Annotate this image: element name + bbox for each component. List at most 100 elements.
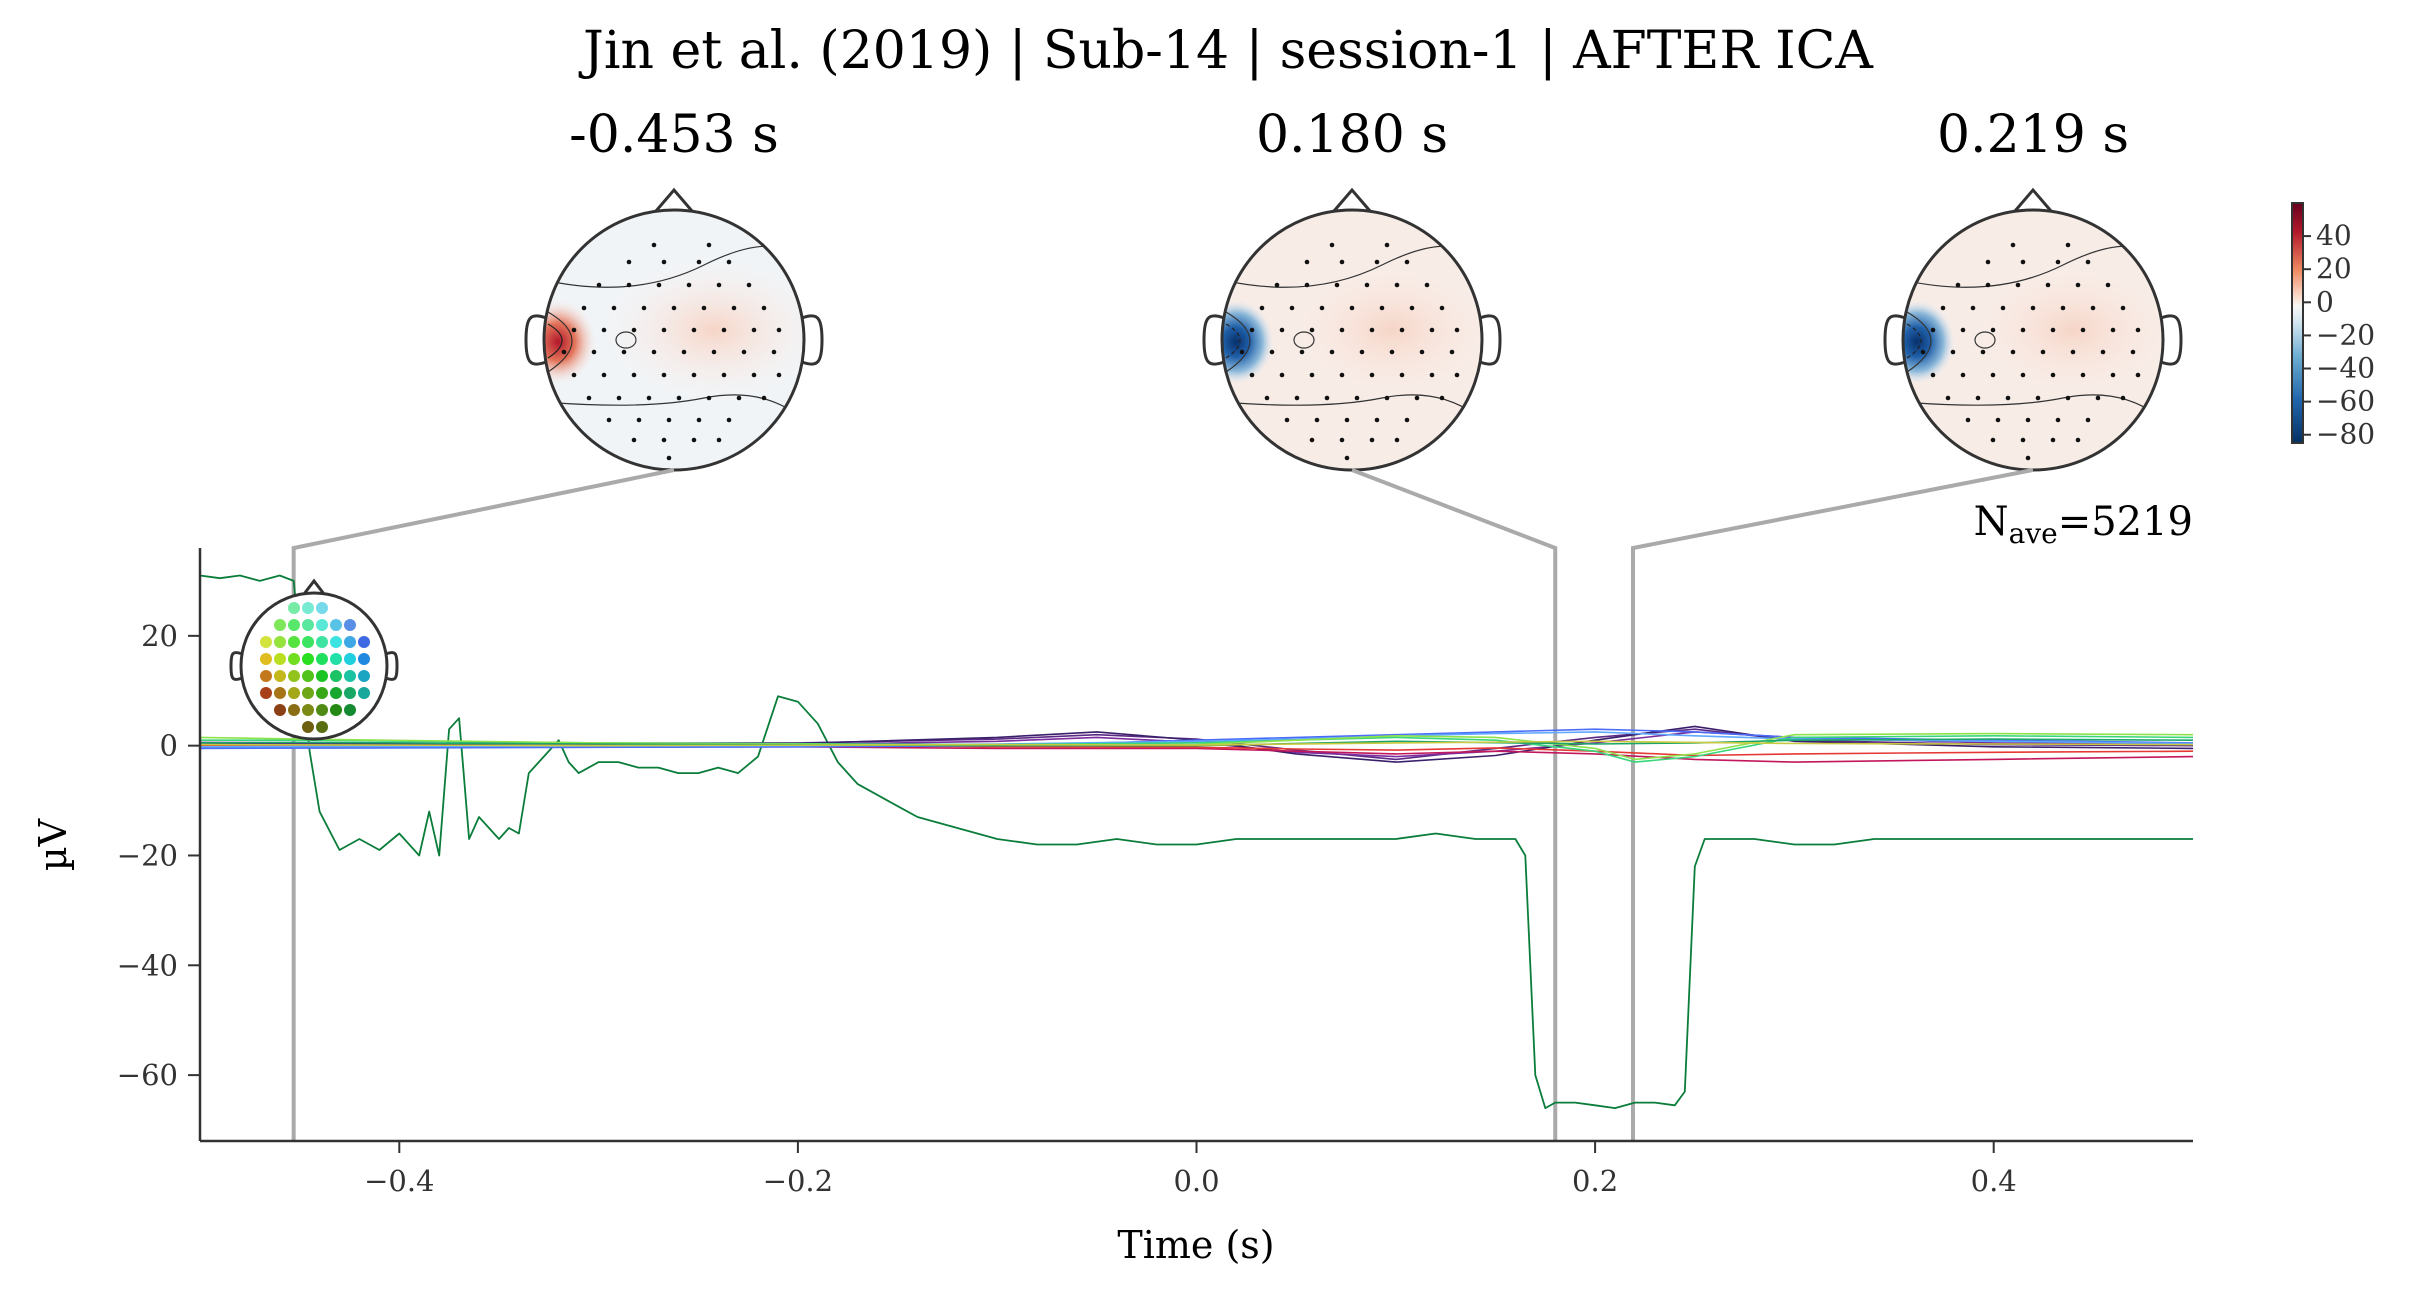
electrode-dot bbox=[2030, 305, 2036, 311]
x-tick-label: −0.2 bbox=[763, 1164, 833, 1198]
electrode-dot bbox=[1975, 395, 1981, 401]
legend-sensor-dot bbox=[260, 687, 272, 699]
electrode-dot bbox=[731, 305, 737, 311]
electrode-dot bbox=[571, 372, 577, 378]
series-line bbox=[199, 740, 2194, 747]
electrode-dot bbox=[2000, 305, 2006, 311]
electrode-dot bbox=[2005, 395, 2011, 401]
electrode-dot bbox=[581, 305, 587, 311]
electrode-dot bbox=[1955, 282, 1961, 288]
legend-sensor-dot bbox=[316, 619, 328, 631]
legend-sensor-dot bbox=[330, 670, 342, 682]
legend-sensor-dot bbox=[274, 687, 286, 699]
electrode-dot bbox=[2020, 437, 2026, 443]
electrode-dot bbox=[1419, 349, 1425, 355]
electrode-dot bbox=[606, 417, 612, 423]
electrode-dot bbox=[1374, 417, 1380, 423]
electrode-dot bbox=[761, 305, 767, 311]
electrode-dot bbox=[1404, 259, 1410, 265]
electrode-dot bbox=[721, 372, 727, 378]
electrode-dot bbox=[656, 282, 662, 288]
electrode-dot bbox=[716, 437, 722, 443]
legend-sensor-dot bbox=[302, 670, 314, 682]
electrode-dot bbox=[716, 282, 722, 288]
electrode-dot bbox=[736, 395, 742, 401]
left-ear bbox=[1883, 314, 1906, 366]
electrode-dot bbox=[1339, 259, 1345, 265]
electrode-dot bbox=[1269, 349, 1275, 355]
electrode-dot bbox=[2120, 305, 2126, 311]
series-line bbox=[199, 738, 2194, 747]
colorbar-tick-label: 20 bbox=[2316, 252, 2352, 285]
topomap: 0.180 s bbox=[1202, 105, 1502, 472]
legend-sensor-dot bbox=[344, 670, 356, 682]
electrode-dot bbox=[626, 259, 632, 265]
electrode-dot bbox=[1294, 395, 1300, 401]
left-ear bbox=[1202, 314, 1225, 366]
electrode-dot bbox=[746, 282, 752, 288]
electrode-dot bbox=[1304, 282, 1310, 288]
legend-sensor-dot bbox=[288, 636, 300, 648]
x-ticks: −0.4 −0.2 0.0 0.2 0.4 bbox=[364, 1141, 2017, 1198]
electrode-dot bbox=[701, 305, 707, 311]
electrode-dot bbox=[2110, 327, 2116, 333]
electrode-dot bbox=[1454, 372, 1460, 378]
electrode-dot bbox=[1990, 437, 1996, 443]
electrode-dot bbox=[1920, 349, 1926, 355]
electrode-dot bbox=[726, 259, 732, 265]
legend-sensor-dot bbox=[358, 636, 370, 648]
electrode-dot bbox=[1950, 349, 1956, 355]
electrode-dot bbox=[686, 282, 692, 288]
electrode-dot bbox=[661, 259, 667, 265]
y-tick-label: −40 bbox=[117, 948, 178, 982]
connector-line bbox=[1351, 468, 1558, 1141]
electrode-dot bbox=[761, 395, 767, 401]
legend-head-outline bbox=[239, 591, 389, 741]
legend-sensor-dot bbox=[302, 602, 314, 614]
x-tick-label: 0.2 bbox=[1572, 1164, 1618, 1198]
electrode-dot bbox=[2135, 327, 2141, 333]
electrode-dot bbox=[1389, 349, 1395, 355]
x-tick-label: 0.4 bbox=[1971, 1164, 2017, 1198]
electrode-dot bbox=[571, 327, 577, 333]
nose bbox=[654, 187, 694, 212]
topomap-connectors bbox=[291, 468, 2034, 1141]
legend-sensor-dot bbox=[358, 687, 370, 699]
electrode-dot bbox=[1284, 417, 1290, 423]
electrode-dot bbox=[1304, 259, 1310, 265]
legend-sensor-dot bbox=[302, 687, 314, 699]
electrode-dot bbox=[1429, 372, 1435, 378]
electrode-dot bbox=[691, 327, 697, 333]
electrode-dot bbox=[1930, 327, 1936, 333]
legend-sensor-dot bbox=[274, 619, 286, 631]
nose bbox=[2013, 187, 2053, 212]
legend-sensor-dot bbox=[316, 721, 328, 733]
y-tick-label: −60 bbox=[117, 1058, 178, 1092]
electrode-dot bbox=[691, 437, 697, 443]
legend-sensor-dot bbox=[344, 636, 356, 648]
electrode-dot bbox=[1384, 242, 1390, 248]
electrode-dot bbox=[1309, 372, 1315, 378]
colorbar-tick-label: −20 bbox=[2316, 318, 2375, 351]
electrode-dot bbox=[1239, 349, 1245, 355]
electrode-dot bbox=[1429, 327, 1435, 333]
electrode-dot bbox=[626, 282, 632, 288]
electrode-dot bbox=[1985, 282, 1991, 288]
electrode-dot bbox=[2010, 242, 2016, 248]
series-lines bbox=[199, 574, 2194, 1109]
connector-line bbox=[1630, 468, 2034, 1141]
electrode-dot bbox=[706, 242, 712, 248]
electrode-dot bbox=[2095, 395, 2101, 401]
electrode-dot bbox=[1344, 417, 1350, 423]
legend-sensor-dot bbox=[302, 704, 314, 716]
legend-sensor-dot bbox=[330, 636, 342, 648]
topomap: 0.219 s bbox=[1883, 105, 2183, 472]
legend-sensor-dot bbox=[260, 653, 272, 665]
topomap-time-label: -0.453 s bbox=[569, 105, 779, 165]
topomap-extremum bbox=[1903, 300, 1955, 384]
electrode-dot bbox=[2135, 372, 2141, 378]
electrode-dot bbox=[1449, 349, 1455, 355]
legend-sensor-dot bbox=[274, 704, 286, 716]
